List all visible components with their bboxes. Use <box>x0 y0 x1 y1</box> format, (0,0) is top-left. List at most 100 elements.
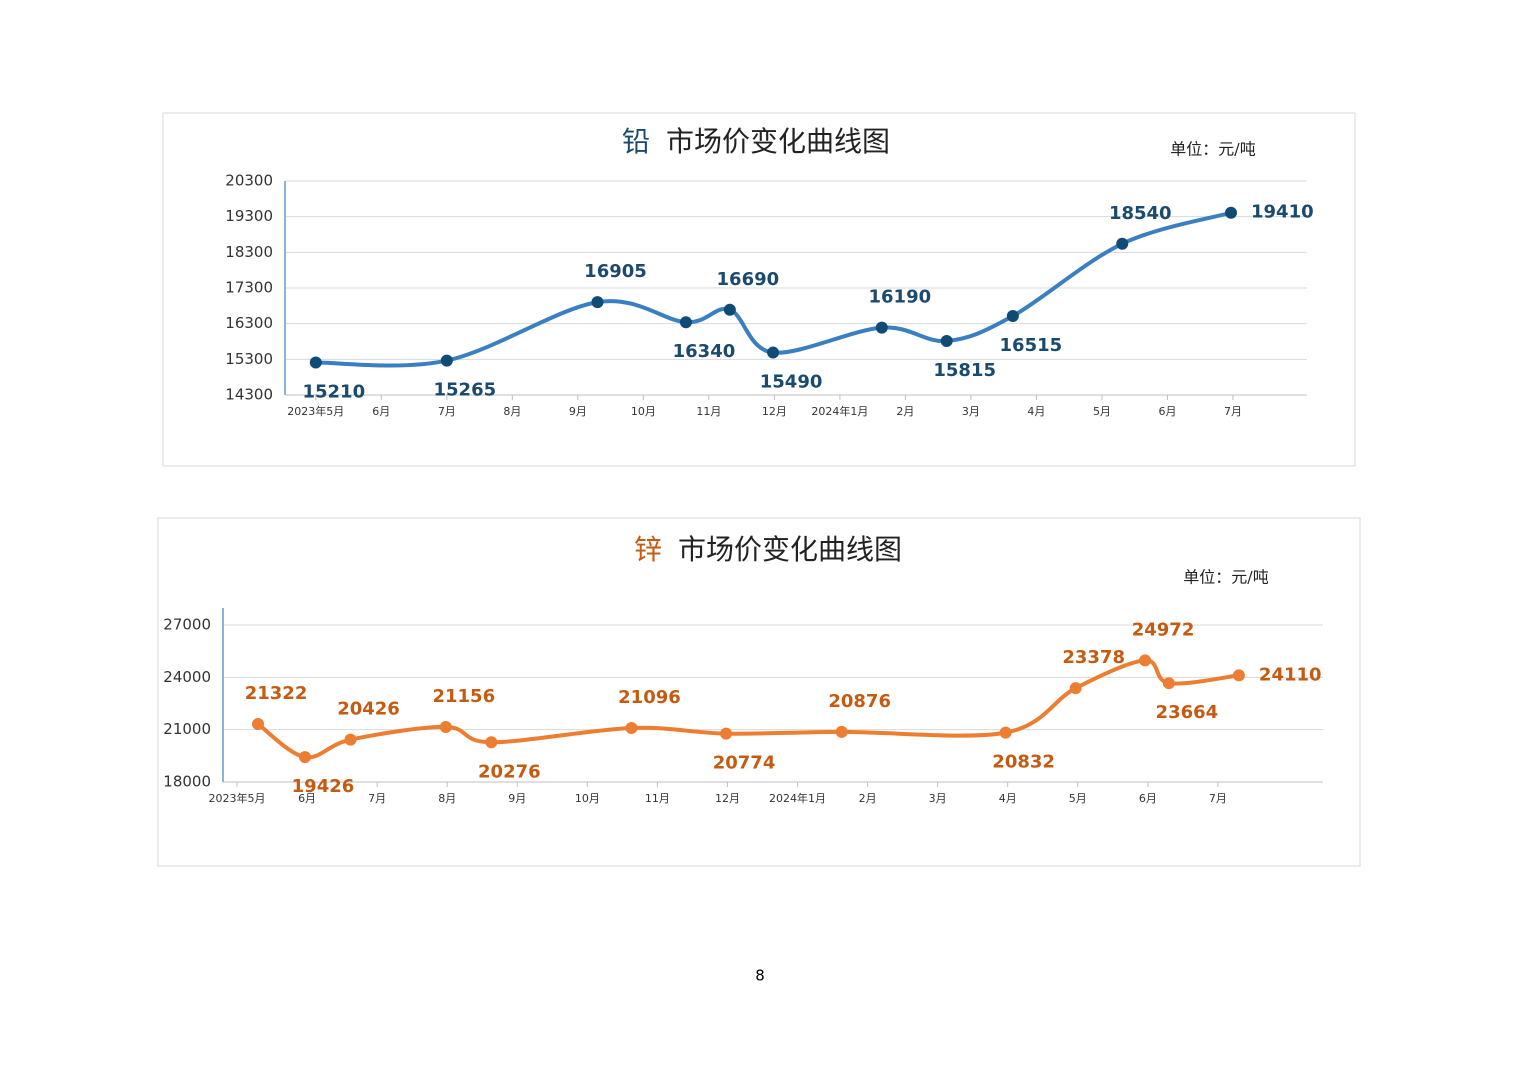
data-label: 21322 <box>245 683 308 704</box>
x-tick-label: 7月 <box>1224 405 1242 418</box>
data-point <box>723 303 736 316</box>
data-point <box>1162 677 1175 690</box>
data-label: 16190 <box>869 287 932 308</box>
data-point <box>679 316 692 329</box>
chart-title-metal: 锌 <box>634 533 662 566</box>
data-point <box>875 321 888 334</box>
chart-title: 市场价变化曲线图 <box>666 125 890 158</box>
x-tick-label: 6月 <box>298 792 316 805</box>
data-label: 16690 <box>717 269 780 290</box>
data-label: 20876 <box>828 691 891 712</box>
x-tick-label: 12月 <box>715 792 740 805</box>
data-label: 24110 <box>1259 664 1322 685</box>
x-tick-label: 7月 <box>368 792 386 805</box>
data-point <box>591 296 604 309</box>
data-label: 21096 <box>618 687 681 708</box>
data-label: 15265 <box>434 380 497 401</box>
data-point <box>940 334 953 347</box>
x-tick-label: 8月 <box>503 405 521 418</box>
x-tick-label: 12月 <box>762 405 787 418</box>
page-number: 8 <box>755 967 765 985</box>
x-tick-label: 2023年5月 <box>209 791 266 805</box>
data-label: 23664 <box>1156 702 1219 723</box>
data-label: 16515 <box>1000 335 1063 356</box>
unit-label: 单位：元/吨 <box>1170 140 1255 159</box>
data-label: 20276 <box>478 761 541 782</box>
data-point <box>625 721 638 734</box>
chart-title: 市场价变化曲线图 <box>678 533 902 566</box>
y-tick-label: 24000 <box>163 668 211 686</box>
y-tick-label: 21000 <box>163 720 211 738</box>
x-tick-label: 7月 <box>1209 792 1227 805</box>
data-point <box>252 718 265 731</box>
data-point <box>309 356 322 369</box>
data-label: 21156 <box>432 686 495 707</box>
x-tick-label: 3月 <box>962 405 980 418</box>
x-tick-label: 2023年5月 <box>287 404 344 418</box>
data-label: 16905 <box>584 261 647 282</box>
data-label: 19410 <box>1251 202 1314 223</box>
x-tick-label: 9月 <box>508 792 526 805</box>
x-tick-label: 2月 <box>896 405 914 418</box>
data-label: 23378 <box>1062 647 1125 668</box>
data-label: 20426 <box>337 699 400 720</box>
y-tick-label: 17300 <box>225 279 273 297</box>
data-point <box>440 354 453 367</box>
data-label: 19426 <box>292 776 355 797</box>
y-tick-label: 18000 <box>163 773 211 791</box>
data-point <box>344 733 357 746</box>
data-point <box>1225 206 1238 219</box>
data-label: 20832 <box>992 752 1055 773</box>
data-point <box>1069 682 1082 695</box>
data-point <box>767 346 780 359</box>
data-label: 24972 <box>1132 619 1195 640</box>
x-tick-label: 9月 <box>569 405 587 418</box>
x-tick-label: 2月 <box>859 792 877 805</box>
data-point <box>720 727 733 740</box>
x-tick-label: 10月 <box>631 405 656 418</box>
data-point <box>1139 654 1152 667</box>
data-label: 20774 <box>713 753 776 774</box>
x-tick-label: 8月 <box>438 792 456 805</box>
x-tick-label: 6月 <box>1158 405 1176 418</box>
data-point <box>1006 309 1019 322</box>
x-tick-label: 11月 <box>696 405 721 418</box>
data-label: 15815 <box>933 360 996 381</box>
data-point <box>298 751 311 764</box>
y-tick-label: 18300 <box>225 243 273 261</box>
data-point <box>439 720 452 733</box>
data-point <box>1232 669 1245 682</box>
x-tick-label: 10月 <box>575 792 600 805</box>
x-tick-label: 6月 <box>372 405 390 418</box>
x-tick-label: 5月 <box>1093 405 1111 418</box>
x-tick-label: 4月 <box>999 792 1017 805</box>
chart-frame <box>162 112 1356 467</box>
y-tick-label: 20300 <box>225 172 273 190</box>
data-point <box>485 736 498 749</box>
y-tick-label: 16300 <box>225 314 273 332</box>
data-point <box>999 726 1012 739</box>
unit-label: 单位：元/吨 <box>1183 568 1268 587</box>
x-tick-label: 2024年1月 <box>769 791 826 805</box>
y-tick-label: 14300 <box>225 386 273 404</box>
data-label: 15210 <box>302 382 365 403</box>
data-label: 16340 <box>673 341 736 362</box>
y-tick-label: 27000 <box>163 616 211 634</box>
chart-title-metal: 铅 <box>622 125 650 158</box>
x-tick-label: 7月 <box>438 405 456 418</box>
y-tick-label: 19300 <box>225 207 273 225</box>
data-point <box>835 725 848 738</box>
x-tick-label: 3月 <box>929 792 947 805</box>
y-tick-label: 15300 <box>225 350 273 368</box>
x-tick-label: 5月 <box>1069 792 1087 805</box>
chart-frame <box>157 517 1361 867</box>
data-label: 18540 <box>1109 203 1172 224</box>
data-point <box>1116 237 1129 250</box>
x-tick-label: 2024年1月 <box>811 404 868 418</box>
data-label: 15490 <box>760 372 823 393</box>
x-tick-label: 11月 <box>645 792 670 805</box>
x-tick-label: 4月 <box>1027 405 1045 418</box>
x-tick-label: 6月 <box>1139 792 1157 805</box>
